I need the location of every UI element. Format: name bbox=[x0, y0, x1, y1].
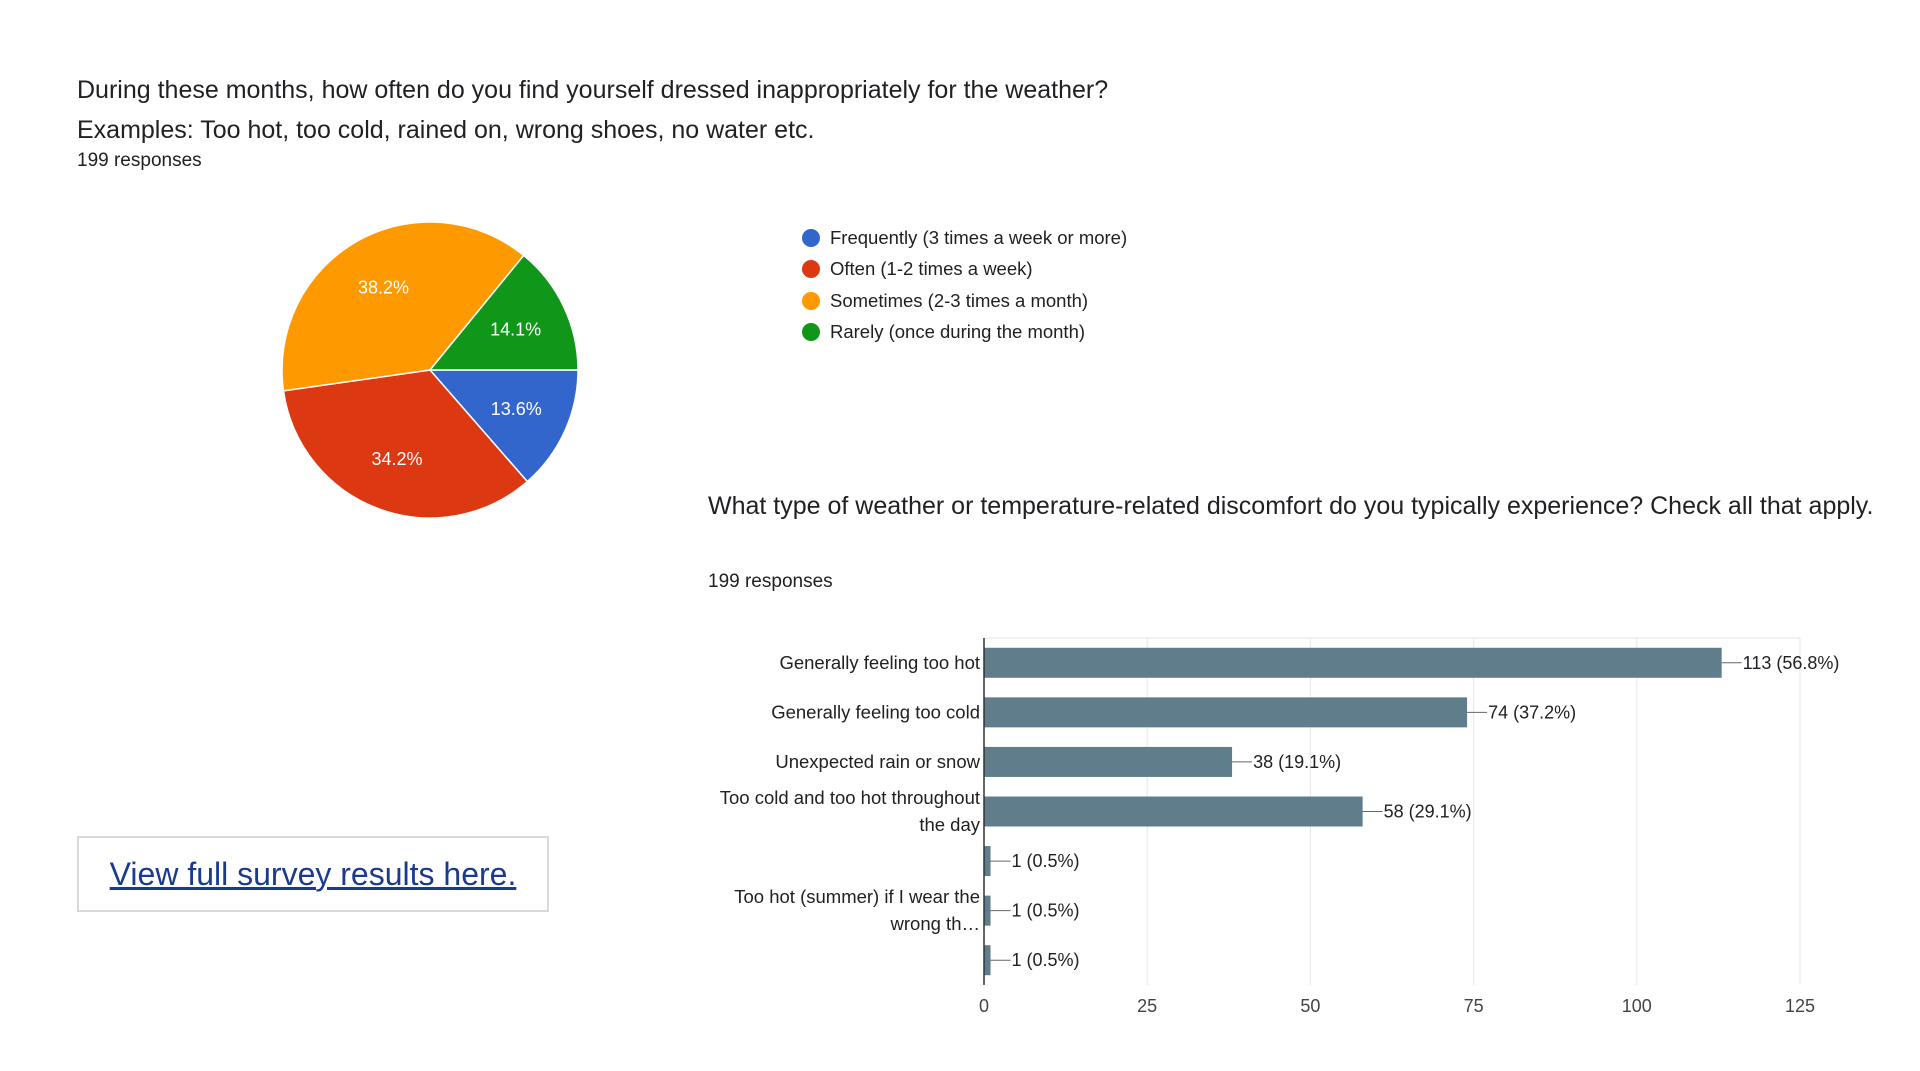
bar-response-count: 199 responses bbox=[708, 571, 833, 592]
legend-label: Often (1-2 times a week) bbox=[830, 258, 1033, 280]
bar-value-label-5: 1 (0.5%) bbox=[1012, 901, 1080, 921]
bar-question-title: What type of weather or temperature-rela… bbox=[708, 492, 1874, 520]
bar-5 bbox=[984, 895, 991, 926]
bar-6 bbox=[984, 945, 991, 976]
x-tick-label-2: 50 bbox=[1300, 996, 1320, 1016]
legend-swatch-icon bbox=[802, 260, 820, 279]
pie-response-count: 199 responses bbox=[77, 150, 202, 171]
x-tick-label-1: 25 bbox=[1137, 996, 1157, 1016]
pie-legend: Frequently (3 times a week or more) Often… bbox=[802, 222, 1127, 348]
bar-0 bbox=[984, 647, 1722, 678]
bar-value-label-1: 74 (37.2%) bbox=[1488, 702, 1576, 722]
pie-question-title: During these months, how often do you fi… bbox=[77, 70, 1277, 150]
pie-question-line-1: During these months, how often do you fi… bbox=[77, 76, 1109, 104]
pie-slice-2 bbox=[281, 221, 525, 392]
bar-value-label-0: 113 (56.8%) bbox=[1743, 653, 1840, 673]
x-tick-label-3: 75 bbox=[1464, 996, 1484, 1016]
survey-link-box: View full survey results here. bbox=[77, 836, 549, 912]
pie-slice-label-1: 34.2% bbox=[371, 449, 422, 469]
category-label-2-0: Unexpected rain or snow bbox=[775, 751, 980, 772]
pie-slice-label-2: 38.2% bbox=[358, 277, 409, 297]
pie-question-line-2: Examples: Too hot, too cold, rained on, … bbox=[77, 116, 815, 144]
legend-item-3: Rarely (once during the month) bbox=[802, 317, 1127, 349]
category-label-5-0: Too hot (summer) if I wear the bbox=[734, 886, 980, 907]
bar-4 bbox=[984, 846, 991, 877]
legend-label: Sometimes (2-3 times a month) bbox=[830, 289, 1089, 311]
view-survey-results-link[interactable]: View full survey results here. bbox=[109, 855, 517, 892]
pie-slice-1 bbox=[282, 369, 529, 519]
bar-1 bbox=[984, 697, 1468, 728]
x-tick-label-4: 100 bbox=[1622, 996, 1652, 1016]
pie-slice-label-0: 13.6% bbox=[491, 399, 542, 419]
pie-chart: 13.6% 34.2% 38.2% 14.1% bbox=[281, 221, 579, 519]
bar-value-label-2: 38 (19.1%) bbox=[1253, 752, 1341, 772]
x-tick-label-0: 0 bbox=[979, 996, 989, 1016]
bar-value-label-3: 58 (29.1%) bbox=[1384, 802, 1472, 822]
bar-2 bbox=[984, 746, 1233, 777]
category-label-1-0: Generally feeling too cold bbox=[771, 701, 980, 722]
legend-swatch-icon bbox=[802, 291, 820, 310]
legend-swatch-icon bbox=[802, 228, 820, 247]
legend-item-2: Sometimes (2-3 times a month) bbox=[802, 285, 1127, 317]
category-label-3-0: Too cold and too hot throughout bbox=[720, 787, 980, 808]
category-label-3-1: the day bbox=[919, 814, 980, 835]
pie-slice-label-3: 14.1% bbox=[490, 319, 541, 339]
pie-slice-3 bbox=[428, 254, 579, 371]
legend-item-1: Often (1-2 times a week) bbox=[802, 254, 1127, 286]
legend-label: Rarely (once during the month) bbox=[830, 321, 1086, 343]
category-label-5-1: wrong th… bbox=[890, 913, 980, 934]
x-tick-label-5: 125 bbox=[1785, 996, 1815, 1016]
bar-3 bbox=[984, 796, 1363, 827]
bar-value-label-6: 1 (0.5%) bbox=[1012, 950, 1080, 970]
legend-item-0: Frequently (3 times a week or more) bbox=[802, 222, 1127, 254]
bar-value-label-4: 1 (0.5%) bbox=[1012, 851, 1080, 871]
pie-slice-0 bbox=[428, 369, 579, 483]
legend-label: Frequently (3 times a week or more) bbox=[830, 226, 1128, 248]
legend-swatch-icon bbox=[802, 323, 820, 342]
category-label-0-0: Generally feeling too hot bbox=[779, 652, 980, 673]
